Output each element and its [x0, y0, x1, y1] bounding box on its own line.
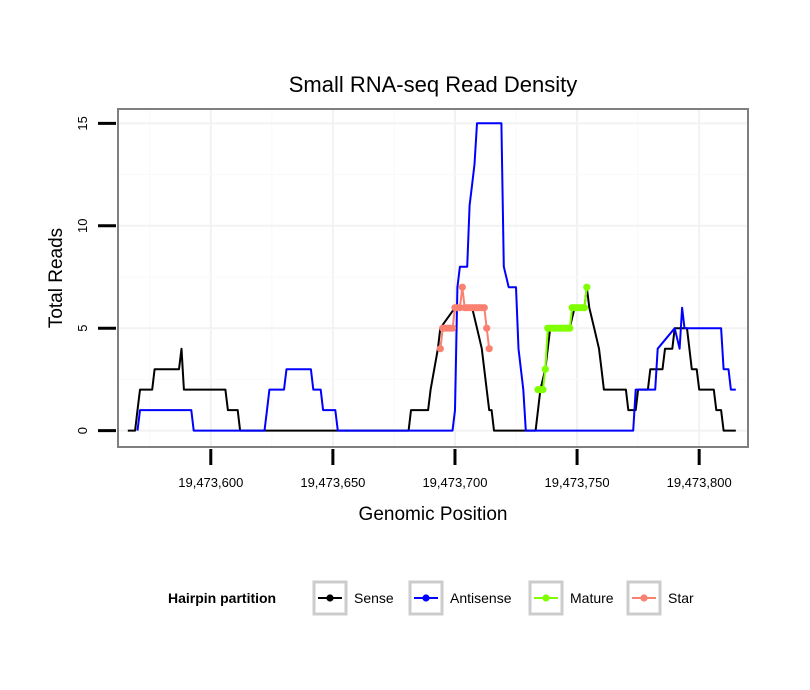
legend: Hairpin partition Sense Antisense Mature St…	[168, 580, 694, 616]
x-axis: 19,473,600 19,473,650 19,473,700 19,473,750…	[178, 449, 732, 490]
x-axis-title: Genomic Position	[359, 504, 508, 525]
legend-marker-mature	[542, 594, 550, 602]
x-tick-label: 19,473,750	[545, 475, 610, 490]
x-tick-label: 19,473,650	[300, 475, 365, 490]
y-tick-label: 5	[75, 325, 90, 332]
x-tick-label: 19,473,600	[178, 475, 243, 490]
y-tick-label: 10	[75, 219, 90, 233]
data-point-mature	[583, 283, 591, 291]
x-tick-label: 19,473,800	[667, 475, 732, 490]
data-point-star	[458, 283, 466, 291]
data-point-mature	[566, 324, 574, 332]
data-point-star	[483, 324, 491, 332]
y-tick-label: 0	[75, 427, 90, 434]
y-axis: 0 5 10 15	[75, 116, 116, 434]
plot-background	[118, 109, 748, 447]
legend-marker-antisense	[422, 594, 430, 602]
legend-marker-star	[640, 594, 648, 602]
data-point-star	[485, 345, 493, 353]
legend-label-sense: Sense	[354, 590, 394, 606]
chart-title: Small RNA-seq Read Density	[289, 72, 578, 97]
x-tick-label: 19,473,700	[422, 475, 487, 490]
data-point-star	[448, 324, 457, 332]
series-layer	[127, 122, 736, 432]
y-tick-label: 15	[75, 116, 90, 130]
data-point-star	[480, 304, 488, 312]
data-point-mature	[541, 365, 549, 373]
data-point-star	[436, 345, 444, 353]
y-axis-title: Total Reads	[46, 228, 67, 328]
plot-border	[117, 108, 749, 448]
legend-label-star: Star	[668, 590, 694, 606]
legend-label-mature: Mature	[570, 590, 614, 606]
legend-title: Hairpin partition	[168, 590, 276, 606]
data-point-mature	[580, 304, 588, 312]
legend-label-antisense: Antisense	[450, 590, 512, 606]
data-point-mature	[539, 386, 547, 394]
series-line-antisense	[136, 122, 736, 432]
legend-marker-sense	[326, 594, 334, 602]
